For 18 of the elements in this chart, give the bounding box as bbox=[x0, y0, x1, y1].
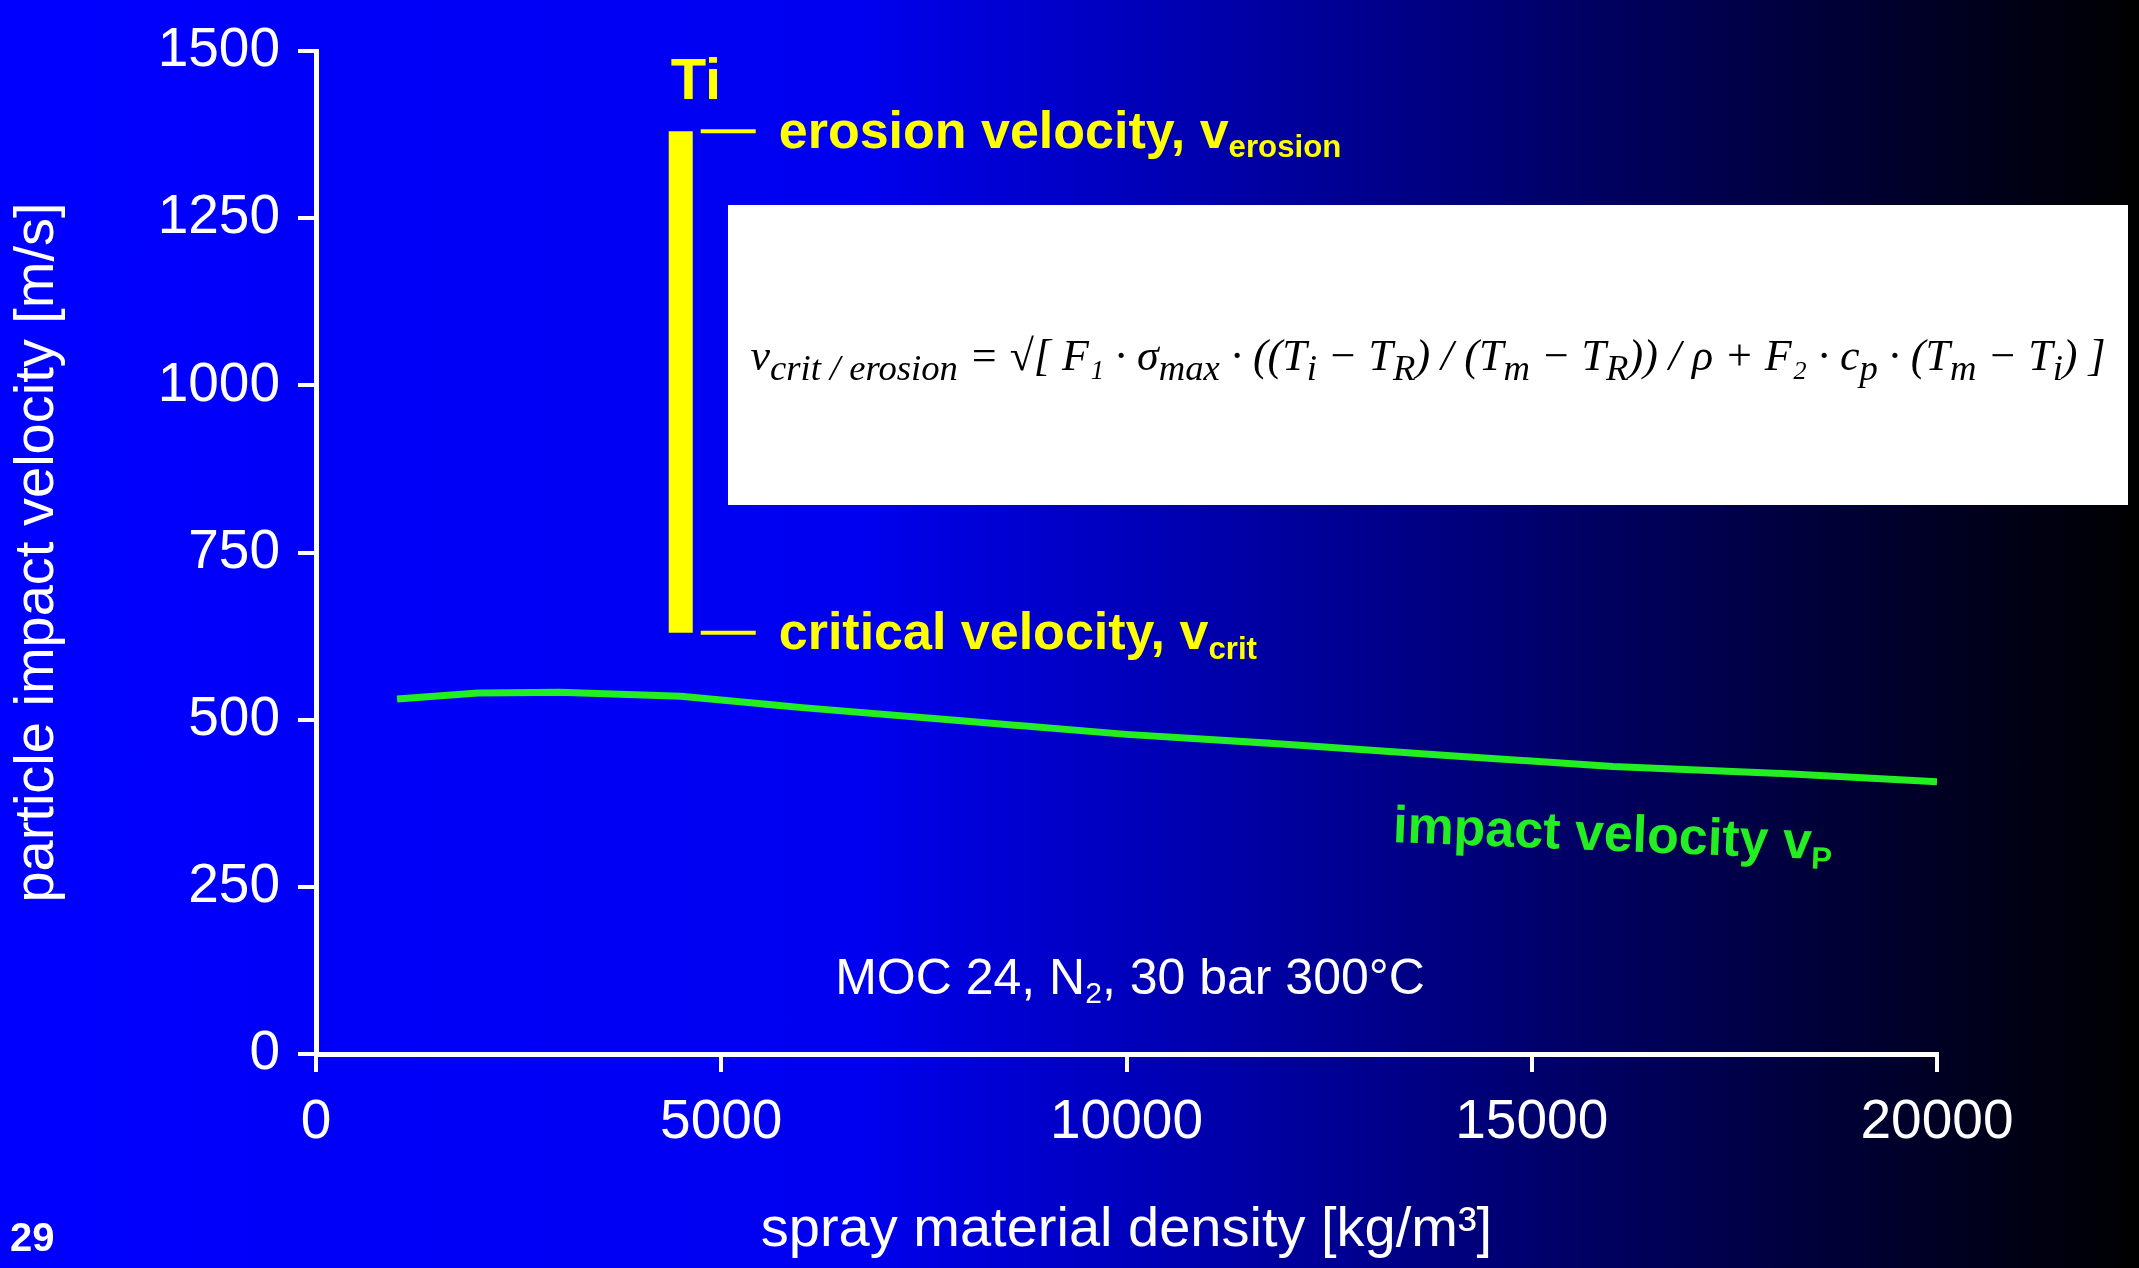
y-tick-label: 0 bbox=[249, 1019, 280, 1082]
text: 29 bbox=[10, 1215, 55, 1260]
series-label: impact velocity vP bbox=[1392, 795, 1833, 877]
x-axis-title: spray material density [kg/m³] bbox=[760, 1194, 1493, 1258]
y-tick-label: 250 bbox=[188, 852, 280, 915]
x-tick-label: 15000 bbox=[1455, 1088, 1609, 1151]
x-tick-label: 5000 bbox=[660, 1088, 783, 1151]
y-tick-label: 500 bbox=[188, 684, 280, 747]
x-tick-label: 10000 bbox=[1050, 1088, 1203, 1151]
series-label: Ti bbox=[670, 46, 722, 112]
x-tick-label: 20000 bbox=[1860, 1088, 2014, 1151]
y-tick-label: 1000 bbox=[157, 350, 280, 413]
y-tick-label: 1250 bbox=[157, 183, 280, 246]
y-axis-title: particle impact velocity [m/s] bbox=[2, 202, 66, 903]
formula-box: v$_{crit / erosion}$ = √[ F₁ · σ$_{max}$ · ((T$_{i}$ − T$_{R}$) / (T$_{m}$ − T$_{R}$)) / ρ + F₂ · c$_{p}$ · (T$_{m}$ − T$_{i}$) ] bbox=[728, 205, 2128, 505]
x-tick-label: 0 bbox=[300, 1088, 332, 1151]
y-tick-label: 1500 bbox=[157, 16, 280, 79]
y-tick-label: 750 bbox=[188, 517, 280, 580]
